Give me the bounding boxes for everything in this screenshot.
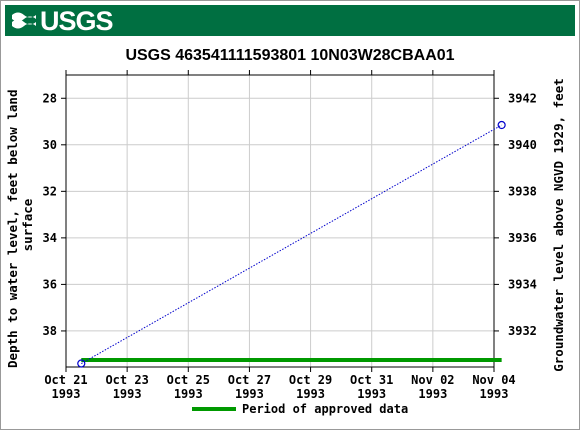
x-tick-label-line: Oct 23 — [105, 373, 148, 387]
x-tick-label: Oct 23 1993 — [105, 373, 148, 401]
x-tick-label-line: Oct 21 — [44, 373, 87, 387]
y-right-tick-label: 3938 — [508, 184, 537, 198]
y-left-tick-label: 28 — [43, 91, 57, 105]
plot-area-border — [65, 74, 495, 368]
x-tick-label-line: Oct 25 — [167, 373, 210, 387]
x-tick-label-line: 1993 — [52, 387, 81, 401]
y-right-tick-label: 3932 — [508, 324, 537, 338]
x-tick-label-line: 1993 — [357, 387, 386, 401]
grid — [65, 75, 495, 367]
y-right-tick-label: 3940 — [508, 138, 537, 152]
y-left-tick-label: 34 — [43, 231, 57, 245]
data-point — [497, 120, 506, 130]
x-tick-label: Oct 31 1993 — [350, 373, 393, 401]
x-tick-label-line: 1993 — [480, 387, 509, 401]
x-tick-label-line: 1993 — [113, 387, 142, 401]
x-tick-label-line: Nov 02 — [411, 373, 454, 387]
usgs-wave-icon — [12, 12, 36, 29]
legend-label-approved: Period of approved data — [242, 402, 408, 416]
x-tick-label-line: Nov 04 — [472, 373, 515, 387]
series-layer — [77, 120, 506, 368]
x-tick-label: Oct 27 1993 — [228, 373, 271, 401]
y-right-tick-label: 3934 — [508, 277, 537, 291]
left-y-axis: 28 30 32 34 36 38 — [43, 91, 66, 338]
usgs-header-bar: USGS — [5, 5, 575, 36]
usgs-logo-text: USGS — [40, 6, 114, 36]
x-tick-label-line: 1993 — [296, 387, 325, 401]
series-line — [81, 124, 502, 364]
data-point — [77, 359, 86, 368]
left-axis-label: Depth to water level, feet below land su… — [5, 82, 35, 368]
x-tick-label: Oct 25 1993 — [167, 373, 210, 401]
chart-title: USGS 463541111593801 10N03W28CBAA01 — [125, 47, 454, 64]
x-tick-label-line: 1993 — [418, 387, 447, 401]
x-tick-label-line: Oct 27 — [228, 373, 271, 387]
y-left-tick-label: 38 — [43, 324, 57, 338]
x-tick-label: Nov 02 1993 — [411, 373, 454, 401]
x-tick-label: Oct 29 1993 — [289, 373, 332, 401]
x-tick-label: Nov 04 1993 — [472, 373, 515, 401]
right-axis-label: Groundwater level above NGVD 1929, feet — [551, 78, 566, 372]
legend: Period of approved data — [192, 402, 408, 416]
y-left-tick-label: 30 — [43, 138, 57, 152]
x-tick-label: Oct 21 1993 — [44, 373, 87, 401]
x-tick-label-line: Oct 29 — [289, 373, 332, 387]
y-left-tick-label: 32 — [43, 184, 57, 198]
right-y-axis: 3942 3940 3938 3936 3934 3932 — [494, 91, 537, 338]
y-left-tick-label: 36 — [43, 277, 57, 291]
x-tick-label-line: Oct 31 — [350, 373, 393, 387]
x-tick-label-line: 1993 — [174, 387, 203, 401]
left-axis-label-line-1: Depth to water level, feet below land — [5, 90, 20, 368]
x-tick-label-line: 1993 — [235, 387, 264, 401]
left-axis-label-line-2: surface — [20, 198, 35, 251]
y-right-tick-label: 3942 — [508, 91, 537, 105]
y-right-tick-label: 3936 — [508, 231, 537, 245]
